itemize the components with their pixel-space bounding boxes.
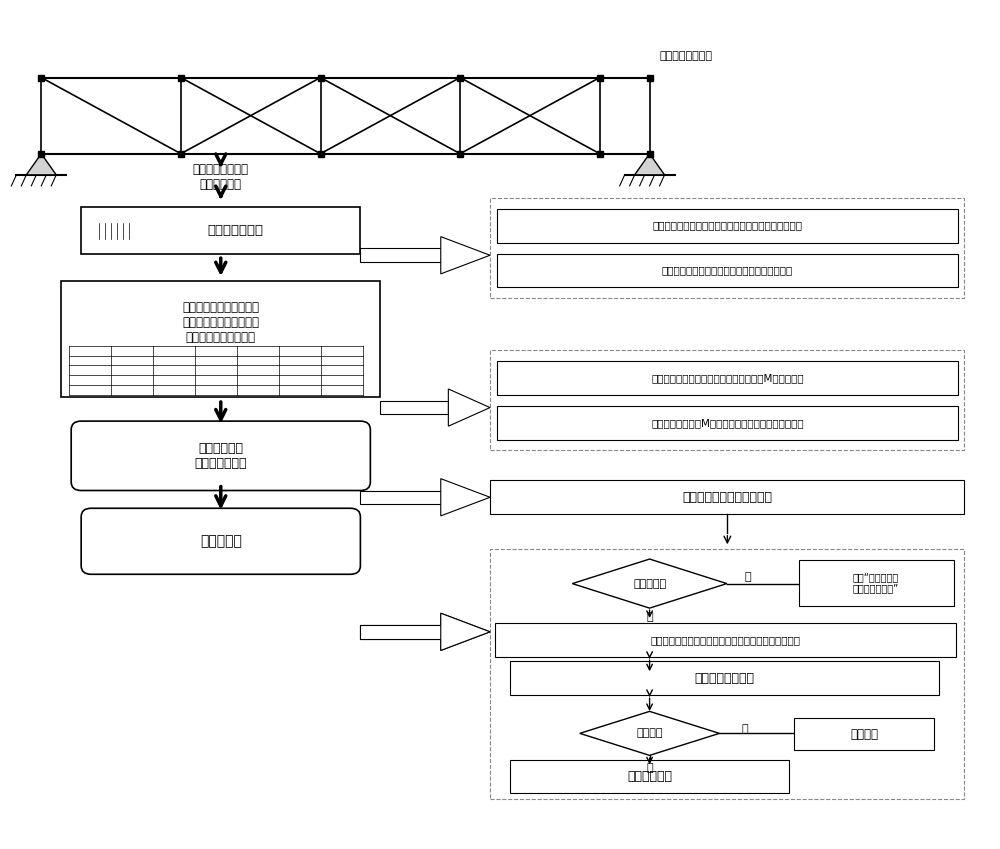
FancyBboxPatch shape (495, 623, 956, 657)
Text: 采用无损检测等局部的物理检测技术再次检测损伤杆件: 采用无损检测等局部的物理检测技术再次检测损伤杆件 (650, 635, 800, 645)
Polygon shape (441, 613, 490, 650)
Text: 杆件损伤定位结果实时显示: 杆件损伤定位结果实时显示 (682, 491, 772, 503)
Polygon shape (448, 389, 490, 426)
FancyBboxPatch shape (497, 209, 958, 243)
Text: 是: 是 (646, 763, 653, 773)
Polygon shape (635, 154, 665, 175)
Text: 采集所有测点的双
向加速度信号: 采集所有测点的双 向加速度信号 (193, 162, 249, 190)
FancyBboxPatch shape (71, 421, 370, 491)
Text: 否: 否 (744, 572, 751, 582)
Text: 维修加固: 维修加固 (850, 728, 878, 740)
Text: 数据采集子系统: 数据采集子系统 (208, 224, 264, 237)
Polygon shape (441, 237, 490, 274)
Bar (101, 239, 108, 245)
Text: 损伤严重: 损伤严重 (636, 728, 663, 739)
Bar (96, 213, 136, 228)
Text: 双向加速度传感器: 双向加速度传感器 (660, 52, 713, 61)
Bar (360, 625, 441, 638)
FancyBboxPatch shape (497, 254, 958, 288)
Polygon shape (26, 154, 56, 175)
Polygon shape (441, 613, 490, 650)
FancyBboxPatch shape (490, 198, 964, 297)
Text: 采集并在计算机中储存析架结构损伤前后的信号: 采集并在计算机中储存析架结构损伤前后的信号 (662, 266, 793, 275)
FancyBboxPatch shape (794, 718, 934, 751)
Text: 损伤定位结果
实时显示子系统: 损伤定位结果 实时显示子系统 (195, 441, 247, 469)
Polygon shape (580, 711, 719, 756)
Bar (360, 491, 441, 504)
Text: 有损伤杆件: 有损伤杆件 (633, 578, 666, 588)
FancyBboxPatch shape (497, 406, 958, 440)
Text: 是: 是 (646, 612, 653, 622)
Text: 调用数据采集模块中损伤前的信号和过去M分钟的信号: 调用数据采集模块中损伤前的信号和过去M分钟的信号 (651, 373, 804, 383)
FancyBboxPatch shape (497, 361, 958, 395)
Text: 提示“析架结构所
有杆件均无损伤”: 提示“析架结构所 有杆件均无损伤” (853, 572, 899, 593)
Text: 包含发明的高损伤敏感性
的析架结构损伤实时监测
方法的数据分析子系统: 包含发明的高损伤敏感性 的析架结构损伤实时监测 方法的数据分析子系统 (182, 301, 259, 345)
Bar (360, 249, 441, 262)
Bar (96, 230, 136, 240)
Text: 否: 否 (741, 724, 748, 734)
FancyBboxPatch shape (799, 559, 954, 605)
FancyBboxPatch shape (490, 549, 964, 799)
Bar (121, 239, 128, 245)
FancyBboxPatch shape (61, 281, 380, 397)
Bar (360, 625, 441, 638)
Polygon shape (572, 559, 727, 608)
FancyBboxPatch shape (81, 509, 360, 574)
Polygon shape (441, 479, 490, 516)
Text: 损伤杆的损伤程度: 损伤杆的损伤程度 (694, 672, 754, 685)
Text: 基于本发明方法每M分钟分析信号一次以实时定位损伤: 基于本发明方法每M分钟分析信号一次以实时定位损伤 (651, 418, 804, 428)
FancyBboxPatch shape (81, 207, 360, 254)
Text: 更换损伤杆件: 更换损伤杆件 (627, 770, 672, 783)
Text: 在相关的析架节点测点上各安装一个双向加速度传感器: 在相关的析架节点测点上各安装一个双向加速度传感器 (652, 221, 802, 231)
FancyBboxPatch shape (490, 481, 964, 514)
FancyBboxPatch shape (490, 350, 964, 450)
Bar (380, 401, 448, 414)
FancyBboxPatch shape (510, 761, 789, 793)
Text: 决策子系统: 决策子系统 (200, 534, 242, 548)
FancyBboxPatch shape (510, 661, 939, 695)
